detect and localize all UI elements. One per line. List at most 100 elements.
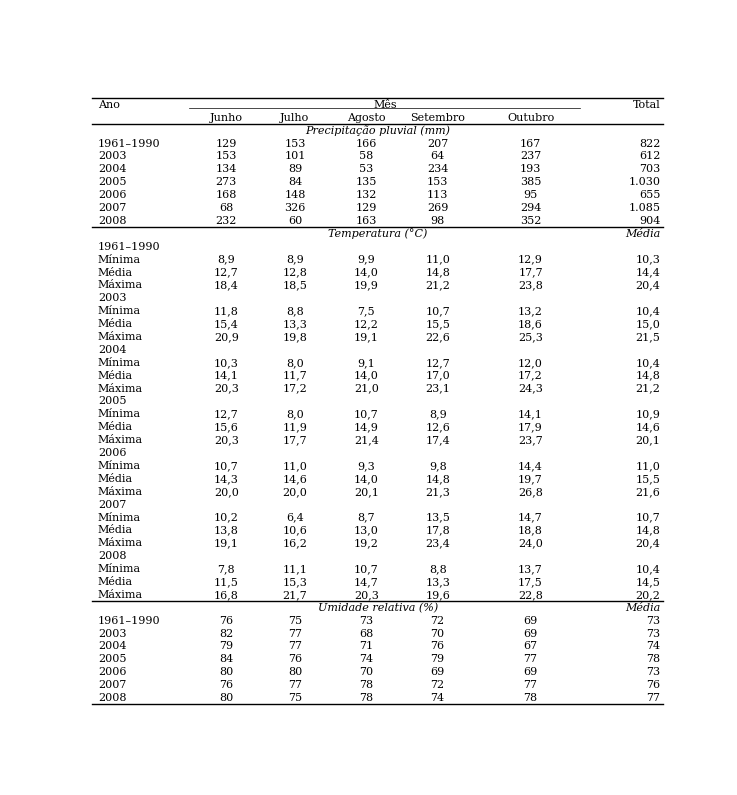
Text: 21,0: 21,0: [354, 383, 379, 394]
Text: 20,1: 20,1: [635, 435, 660, 445]
Text: 207: 207: [427, 138, 448, 149]
Text: 10,4: 10,4: [635, 306, 660, 316]
Text: 76: 76: [646, 681, 660, 690]
Text: 10,3: 10,3: [635, 254, 660, 265]
Text: Máxima: Máxima: [98, 383, 143, 394]
Text: 9,3: 9,3: [357, 461, 375, 471]
Text: 77: 77: [523, 681, 537, 690]
Text: 76: 76: [288, 654, 302, 665]
Text: 58: 58: [359, 152, 374, 161]
Text: 13,7: 13,7: [518, 564, 543, 574]
Text: 14,4: 14,4: [518, 461, 543, 471]
Text: 10,7: 10,7: [214, 461, 239, 471]
Text: 75: 75: [288, 693, 302, 703]
Text: 76: 76: [220, 681, 234, 690]
Text: Máxima: Máxima: [98, 332, 143, 342]
Text: 14,5: 14,5: [635, 577, 660, 587]
Text: 20,9: 20,9: [214, 332, 239, 342]
Text: 21,5: 21,5: [635, 332, 660, 342]
Text: 80: 80: [219, 667, 234, 677]
Text: 12,7: 12,7: [425, 358, 450, 368]
Text: 1961–1990: 1961–1990: [98, 138, 161, 149]
Text: 237: 237: [520, 152, 541, 161]
Text: Julho: Julho: [280, 113, 310, 122]
Text: 17,2: 17,2: [282, 383, 307, 394]
Text: 20,4: 20,4: [635, 281, 660, 290]
Text: 14,7: 14,7: [354, 577, 379, 587]
Text: 13,3: 13,3: [282, 319, 307, 329]
Text: Média: Média: [98, 370, 133, 381]
Text: 11,0: 11,0: [282, 461, 307, 471]
Text: 77: 77: [646, 693, 660, 703]
Text: Mínima: Mínima: [98, 564, 141, 574]
Text: 78: 78: [359, 693, 374, 703]
Text: 2003: 2003: [98, 293, 126, 304]
Text: Umidade relativa (%): Umidade relativa (%): [318, 603, 438, 613]
Text: 84: 84: [287, 177, 302, 188]
Text: 79: 79: [430, 654, 444, 665]
Text: 11,1: 11,1: [282, 564, 307, 574]
Text: 14,6: 14,6: [282, 474, 307, 484]
Text: 101: 101: [284, 152, 306, 161]
Text: 10,4: 10,4: [635, 358, 660, 368]
Text: 273: 273: [216, 177, 237, 188]
Text: Mínima: Mínima: [98, 461, 141, 471]
Text: 13,8: 13,8: [214, 525, 239, 535]
Text: 21,4: 21,4: [354, 435, 379, 445]
Text: 352: 352: [520, 216, 541, 226]
Text: Agosto: Agosto: [347, 113, 385, 122]
Text: 20,3: 20,3: [214, 383, 239, 394]
Text: 78: 78: [523, 693, 537, 703]
Text: 69: 69: [523, 615, 537, 626]
Text: 8,8: 8,8: [286, 306, 304, 316]
Text: 12,0: 12,0: [518, 358, 543, 368]
Text: 9,1: 9,1: [357, 358, 375, 368]
Text: 612: 612: [639, 152, 660, 161]
Text: 72: 72: [430, 681, 444, 690]
Text: 76: 76: [430, 642, 444, 651]
Text: 1.085: 1.085: [629, 203, 660, 213]
Text: 13,2: 13,2: [518, 306, 543, 316]
Text: 15,4: 15,4: [214, 319, 239, 329]
Text: 15,3: 15,3: [282, 577, 307, 587]
Text: 11,5: 11,5: [214, 577, 239, 587]
Text: 193: 193: [520, 165, 541, 174]
Text: 2008: 2008: [98, 551, 126, 561]
Text: 14,8: 14,8: [425, 474, 450, 484]
Text: 655: 655: [639, 190, 660, 200]
Text: 14,3: 14,3: [214, 474, 239, 484]
Text: 129: 129: [216, 138, 237, 149]
Text: 22,8: 22,8: [518, 590, 543, 600]
Text: 269: 269: [427, 203, 448, 213]
Text: 14,6: 14,6: [635, 422, 660, 432]
Text: 167: 167: [520, 138, 541, 149]
Text: 24,0: 24,0: [518, 538, 543, 549]
Text: 25,3: 25,3: [518, 332, 543, 342]
Text: 23,8: 23,8: [518, 281, 543, 290]
Text: 69: 69: [430, 667, 445, 677]
Text: 12,9: 12,9: [518, 254, 543, 265]
Text: 2008: 2008: [98, 216, 126, 226]
Text: 168: 168: [216, 190, 237, 200]
Text: 232: 232: [216, 216, 237, 226]
Text: 8,8: 8,8: [429, 564, 447, 574]
Text: 14,7: 14,7: [518, 513, 543, 522]
Text: Mês: Mês: [373, 100, 397, 110]
Text: 17,5: 17,5: [518, 577, 543, 587]
Text: 163: 163: [355, 216, 377, 226]
Text: 74: 74: [430, 693, 444, 703]
Text: 20,0: 20,0: [282, 487, 307, 497]
Text: 7,8: 7,8: [217, 564, 235, 574]
Text: Média: Média: [98, 268, 133, 277]
Text: 76: 76: [220, 615, 234, 626]
Text: Mínima: Mínima: [98, 513, 141, 522]
Text: 8,0: 8,0: [286, 409, 304, 420]
Text: 15,5: 15,5: [635, 474, 660, 484]
Text: 18,6: 18,6: [518, 319, 543, 329]
Text: Mínima: Mínima: [98, 254, 141, 265]
Text: 385: 385: [520, 177, 541, 188]
Text: 21,2: 21,2: [425, 281, 450, 290]
Text: Máxima: Máxima: [98, 590, 143, 600]
Text: 1961–1990: 1961–1990: [98, 615, 161, 626]
Text: 10,7: 10,7: [354, 564, 379, 574]
